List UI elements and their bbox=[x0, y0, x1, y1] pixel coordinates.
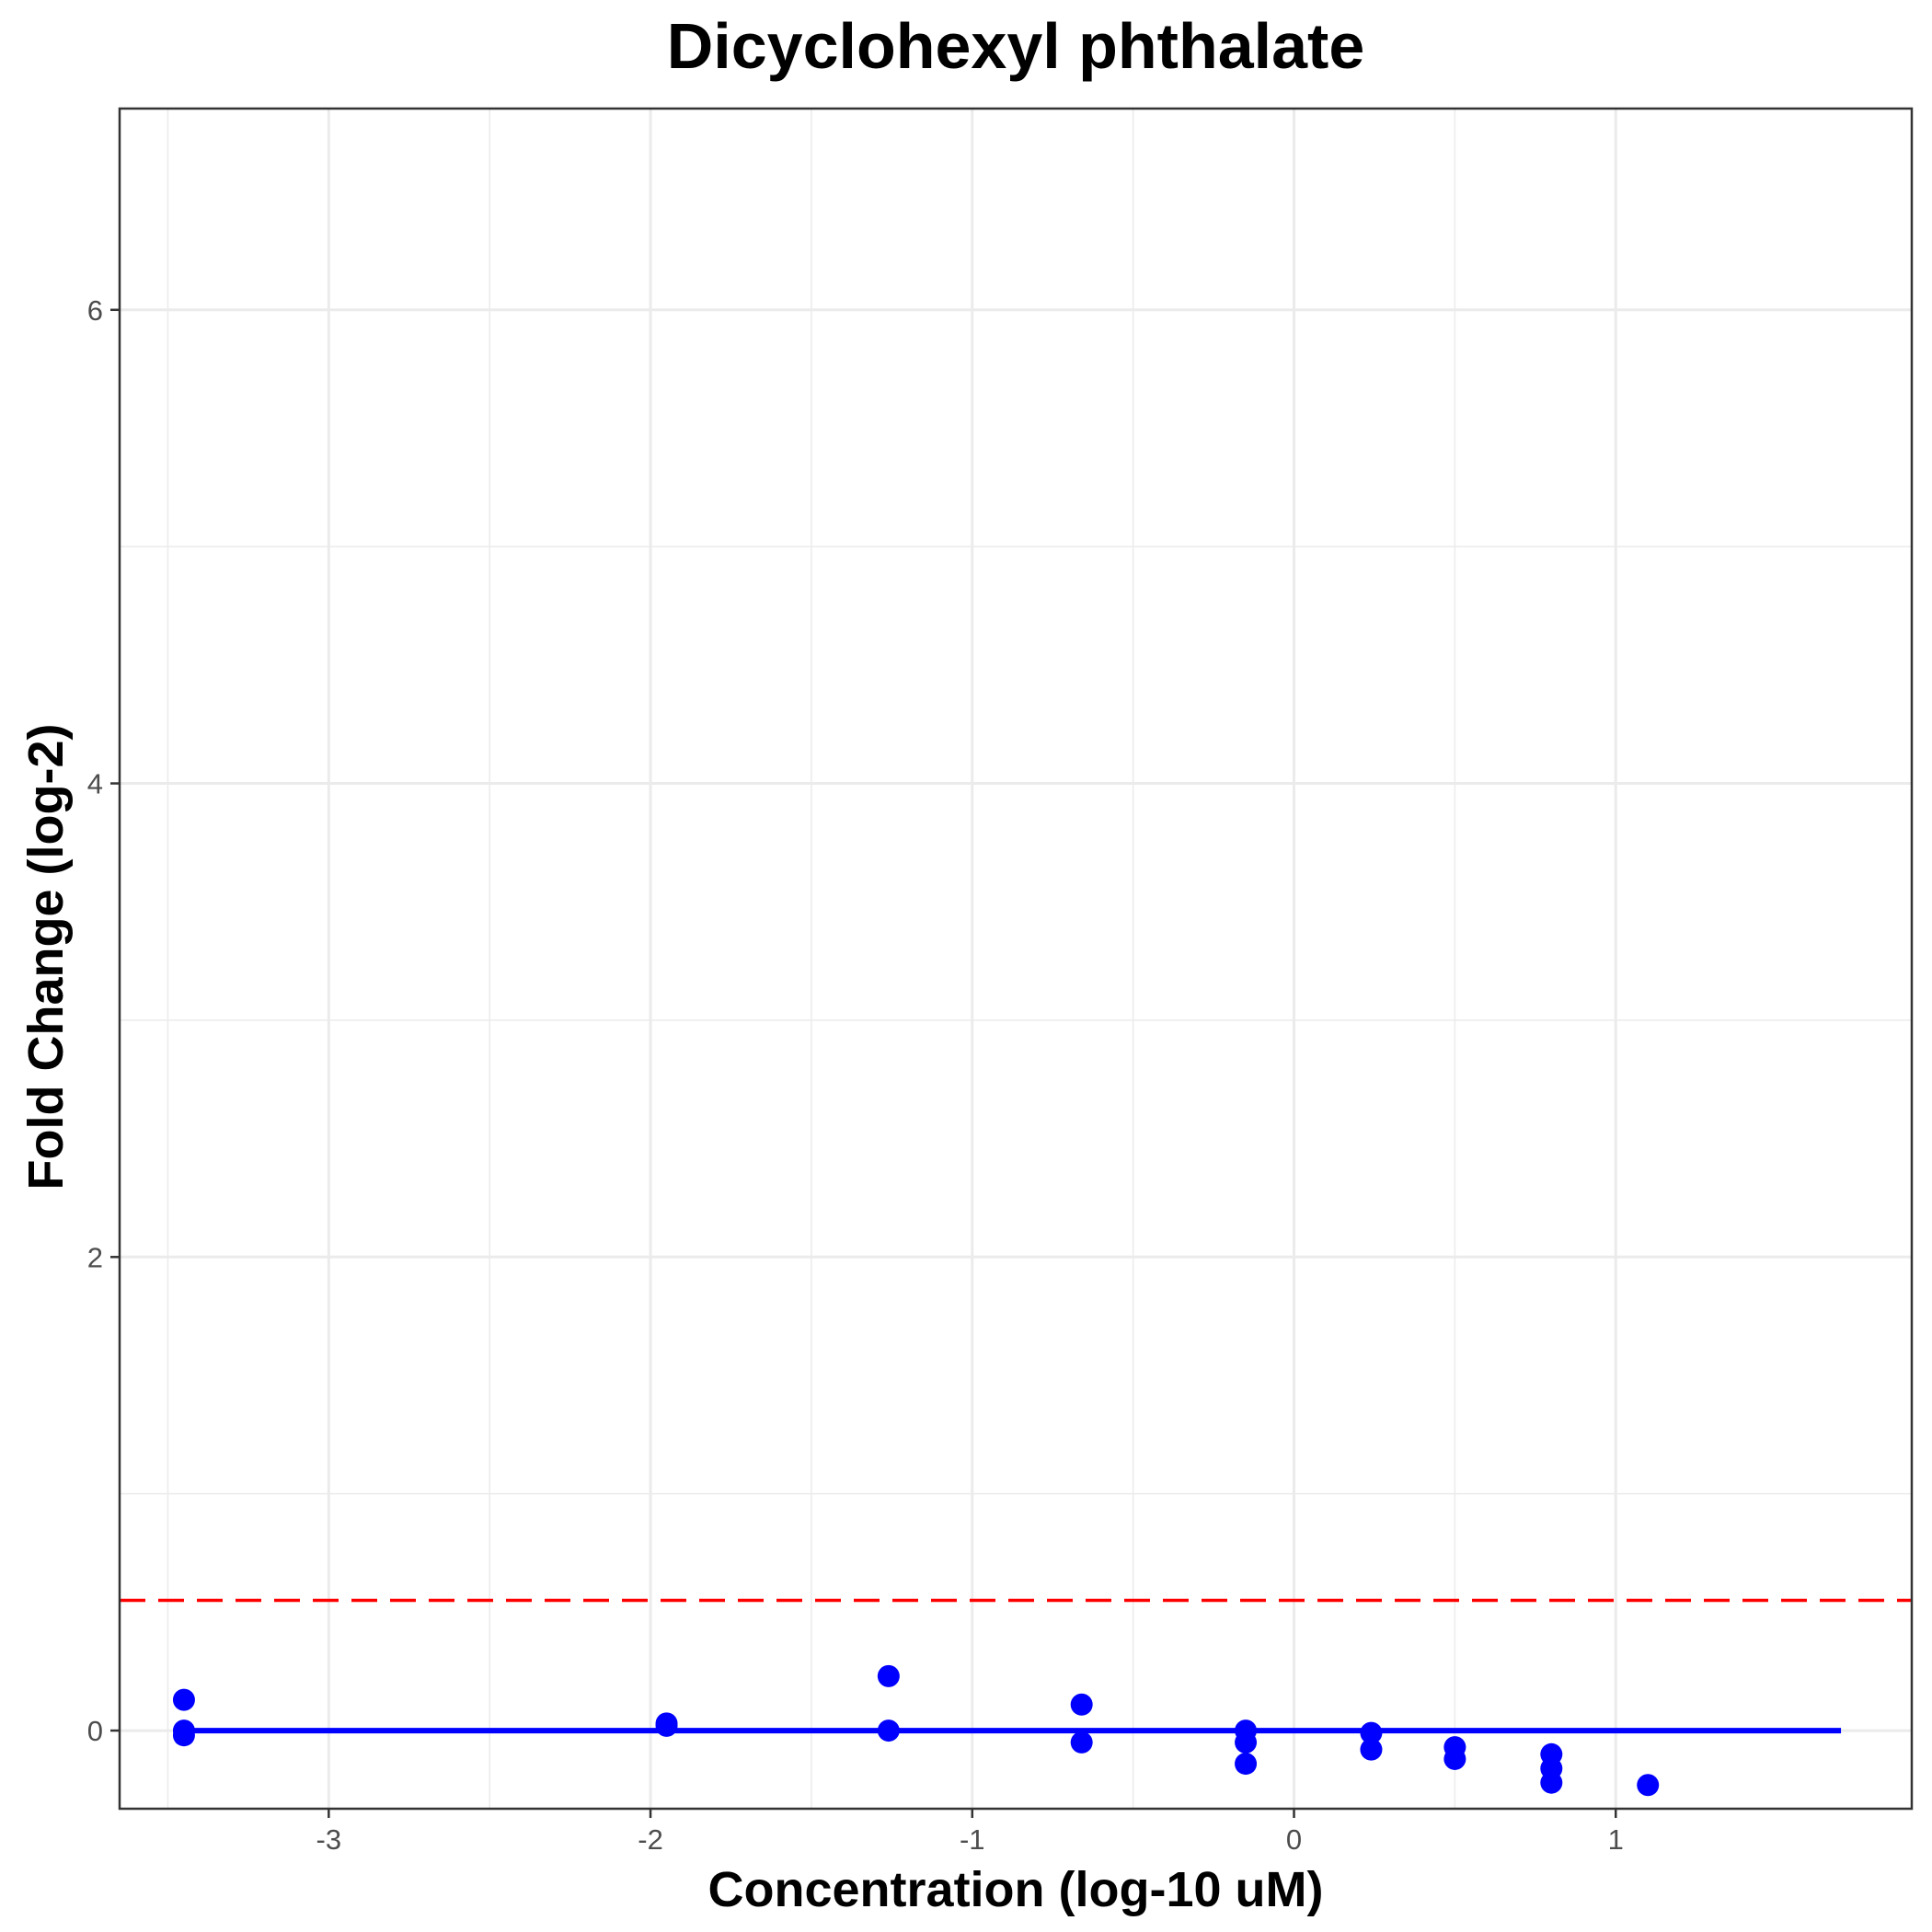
y-tick-label: 6 bbox=[87, 294, 103, 327]
data-point bbox=[655, 1714, 678, 1737]
x-tick-label: 0 bbox=[1286, 1823, 1302, 1856]
data-point bbox=[1070, 1693, 1093, 1716]
data-point bbox=[1360, 1738, 1383, 1761]
data-point bbox=[1235, 1731, 1258, 1754]
data-point bbox=[1070, 1731, 1093, 1754]
x-tick-label: -3 bbox=[316, 1823, 342, 1856]
data-point bbox=[1235, 1753, 1258, 1776]
x-axis-title: Concentration (log-10 uM) bbox=[708, 1862, 1324, 1917]
data-point bbox=[1540, 1771, 1563, 1794]
data-points bbox=[172, 1664, 1660, 1797]
x-axis-ticks: -3 -2 -1 0 1 bbox=[316, 1809, 1624, 1856]
y-tick-label: 4 bbox=[87, 768, 103, 800]
y-tick-label: 2 bbox=[87, 1241, 103, 1273]
x-tick-label: 1 bbox=[1608, 1823, 1624, 1856]
plot-panel-border bbox=[118, 107, 1914, 1811]
data-point bbox=[877, 1719, 900, 1742]
grid bbox=[120, 109, 1912, 1809]
y-tick-label: 0 bbox=[87, 1715, 103, 1747]
data-point bbox=[877, 1664, 900, 1687]
data-point bbox=[1637, 1774, 1660, 1797]
data-point bbox=[172, 1724, 195, 1747]
x-tick-label: -2 bbox=[638, 1823, 663, 1856]
x-tick-label: -1 bbox=[960, 1823, 985, 1856]
data-point bbox=[1443, 1747, 1466, 1770]
y-axis-title: Fold Change (log-2) bbox=[18, 724, 74, 1190]
chart-title: Dicyclohexyl phthalate bbox=[667, 10, 1365, 82]
data-point bbox=[1360, 1721, 1383, 1744]
data-point bbox=[172, 1688, 195, 1711]
y-axis-ticks: 0 2 4 6 bbox=[87, 294, 120, 1747]
